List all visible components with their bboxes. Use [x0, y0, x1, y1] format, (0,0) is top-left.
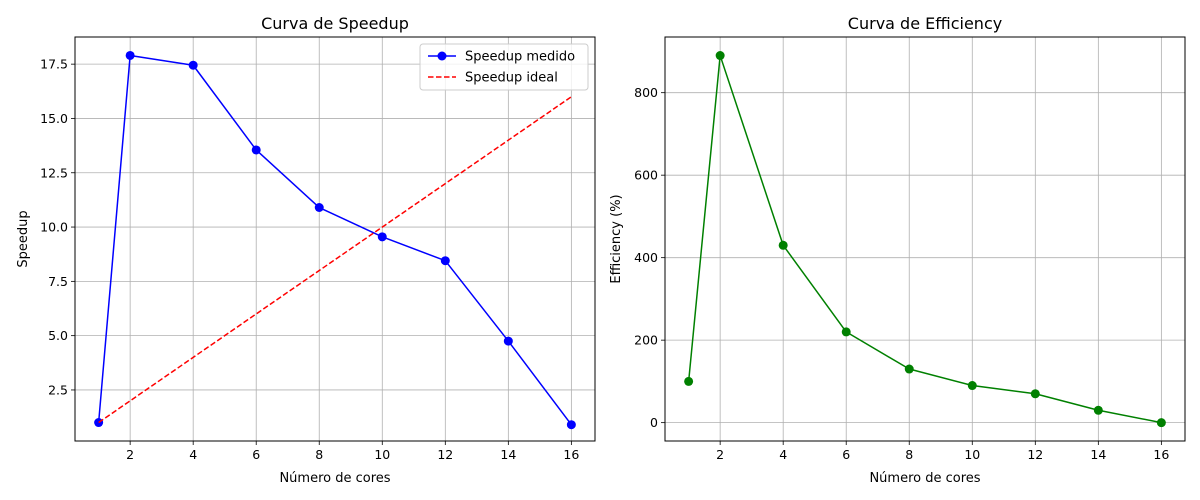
y-axis-label: Efficiency (%) — [609, 194, 624, 283]
y-axis-label: Speedup — [16, 210, 31, 267]
x-tick-label: 2 — [126, 447, 134, 462]
series-line — [97, 54, 572, 426]
x-tick-label: 14 — [500, 447, 516, 462]
series-line — [687, 54, 1162, 424]
y-tick-label: 7.5 — [48, 274, 68, 289]
legend: Speedup medido Speedup ideal — [419, 43, 589, 91]
x-tick-label: 8 — [905, 447, 913, 462]
y-tick-label: 12.5 — [40, 165, 68, 180]
x-axis-label: Número de cores — [869, 471, 980, 486]
x-axis-ticks: 2 4 6 8 10 12 14 16 — [716, 441, 1169, 462]
y-tick-label: 15.0 — [40, 111, 68, 126]
data-point — [188, 60, 198, 70]
y-tick-label: 17.5 — [40, 57, 68, 72]
y-tick-label: 600 — [634, 168, 658, 183]
x-tick-label: 16 — [563, 447, 579, 462]
x-tick-label: 8 — [315, 447, 323, 462]
series-layer — [684, 51, 1166, 428]
data-point — [1156, 418, 1166, 428]
data-point — [566, 420, 576, 430]
y-tick-label: 0 — [650, 415, 658, 430]
legend-label-ideal: Speedup ideal — [465, 71, 558, 86]
grid — [75, 37, 595, 441]
y-tick-label: 800 — [634, 85, 658, 100]
speedup-chart: Curva de Speedup 2 4 6 8 10 12 14 16 2.5 5.0 7.5 1… — [16, 14, 596, 486]
x-tick-label: 12 — [437, 447, 453, 462]
data-point — [967, 381, 977, 391]
legend-label-measured: Speedup medido — [465, 50, 575, 65]
x-tick-label: 4 — [779, 447, 787, 462]
y-tick-label: 400 — [634, 250, 658, 265]
data-point — [715, 51, 725, 61]
x-tick-label: 10 — [964, 447, 980, 462]
legend-box — [419, 43, 589, 91]
data-point — [377, 232, 387, 242]
plot-frame — [664, 36, 1186, 442]
data-point — [904, 364, 914, 374]
data-point — [841, 327, 851, 337]
chart-title: Curva de Efficiency — [848, 14, 1002, 33]
data-point — [125, 50, 135, 60]
data-point — [314, 203, 324, 213]
x-tick-label: 6 — [842, 447, 850, 462]
data-point — [440, 256, 450, 266]
data-point — [503, 336, 513, 346]
x-tick-label: 6 — [252, 447, 260, 462]
legend-marker-measured — [437, 51, 447, 61]
data-point — [778, 240, 788, 250]
y-axis-ticks: 0 200 400 600 800 — [634, 85, 665, 430]
data-point — [1030, 389, 1040, 399]
data-point — [684, 376, 694, 386]
efficiency-chart: Curva de Efficiency 2 4 6 8 10 12 14 16 0 200 400… — [609, 14, 1186, 486]
x-tick-label: 10 — [374, 447, 390, 462]
y-axis-ticks: 2.5 5.0 7.5 10.0 12.5 15.0 17.5 — [40, 57, 75, 397]
x-tick-label: 4 — [189, 447, 197, 462]
series-line — [98, 96, 572, 424]
data-point — [1093, 405, 1103, 415]
grid — [665, 37, 1185, 441]
plot-frame — [74, 36, 596, 442]
series-layer — [94, 50, 576, 430]
x-axis-label: Número de cores — [279, 471, 390, 486]
x-tick-label: 12 — [1027, 447, 1043, 462]
x-axis-ticks: 2 4 6 8 10 12 14 16 — [126, 441, 579, 462]
y-tick-label: 2.5 — [48, 382, 68, 397]
y-tick-label: 200 — [634, 333, 658, 348]
y-tick-label: 10.0 — [40, 220, 68, 235]
data-point — [94, 418, 104, 428]
data-point — [251, 145, 261, 155]
y-tick-label: 5.0 — [48, 328, 68, 343]
chart-title: Curva de Speedup — [261, 14, 409, 33]
x-tick-label: 16 — [1153, 447, 1169, 462]
x-tick-label: 14 — [1090, 447, 1106, 462]
x-tick-label: 2 — [716, 447, 724, 462]
